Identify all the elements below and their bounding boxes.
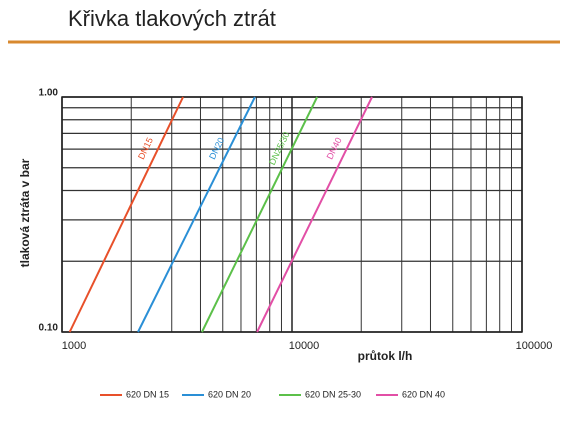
series-line (256, 96, 373, 333)
y-tick-label: 1.00 (39, 88, 59, 99)
legend-label: 620 DN 40 (402, 389, 445, 399)
y-axis-label: tlaková ztráta v bar (18, 158, 32, 267)
line-label: DN40 (325, 136, 344, 161)
x-tick-label: 1000 (62, 340, 86, 352)
x-axis-label: průtok l/h (358, 349, 413, 363)
chart-title: Křivka tlakových ztrát (68, 6, 276, 31)
line-label: DN15 (136, 136, 155, 161)
series-line (137, 96, 256, 333)
x-tick-label: 100000 (516, 340, 553, 352)
legend-label: 620 DN 25-30 (305, 389, 361, 399)
series-line (201, 96, 319, 333)
series-line (68, 96, 184, 333)
legend-label: 620 DN 20 (208, 389, 251, 399)
plot-frame (61, 96, 523, 333)
line-label: DN20 (207, 136, 226, 161)
x-tick-label: 10000 (289, 340, 320, 352)
y-tick-label: 0.10 (39, 323, 59, 334)
line-label: DN25/30 (267, 130, 292, 166)
legend-label: 620 DN 15 (126, 389, 169, 399)
